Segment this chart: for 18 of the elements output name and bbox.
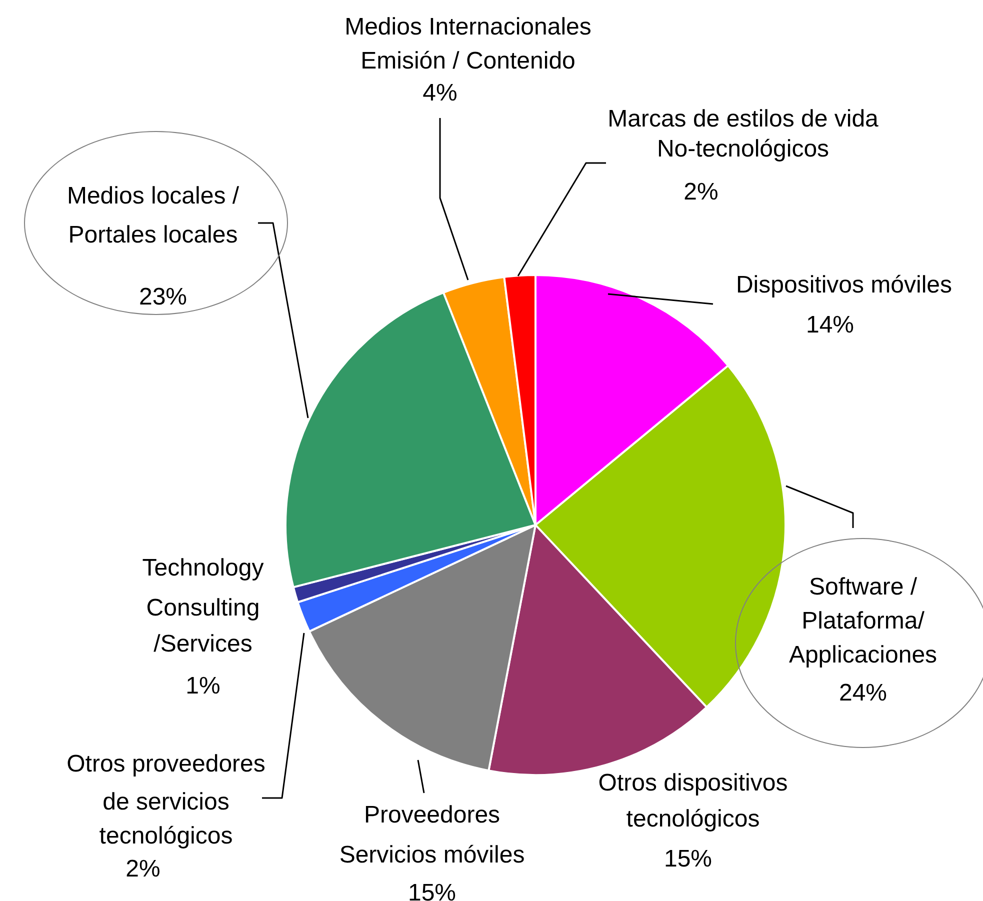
data-label: 15% <box>664 846 712 873</box>
slice-label: Medios locales / Portales locales <box>66 182 240 249</box>
slice-label: Proveedores Servicios móviles <box>339 802 525 869</box>
slice-label: Otros dispositivos tecnológicos <box>598 770 788 833</box>
slice-label: Technology Consulting /Services <box>142 554 264 658</box>
data-label: 1% <box>186 672 220 700</box>
slice-label: Software / Plataforma/ Applicaciones <box>788 574 938 669</box>
slice-label: Dispositivos móviles <box>736 272 952 299</box>
data-label: 2% <box>684 178 718 206</box>
data-label: 24% <box>838 680 888 707</box>
slice-label: Otros proveedores de servicios tecnológicos <box>66 750 266 850</box>
data-label: 14% <box>806 312 854 339</box>
slice-label: Medios Internacionales Emisión / Contenido <box>344 14 592 75</box>
data-label: 23% <box>138 284 188 311</box>
data-label: 2% <box>126 856 160 883</box>
data-label: 4% <box>422 80 458 107</box>
slice-label: Marcas de estilos de vida No-tecnológicos <box>608 106 880 163</box>
data-label: 15% <box>408 880 456 901</box>
